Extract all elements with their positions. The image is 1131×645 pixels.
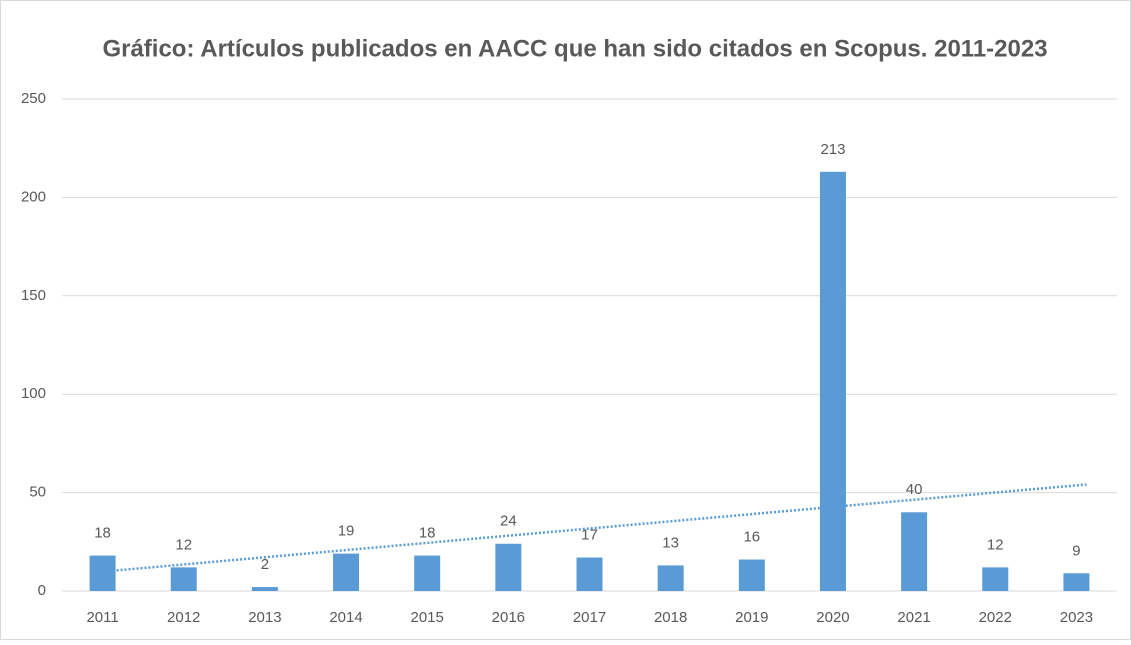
- data-label: 213: [820, 141, 845, 158]
- chart-title: Gráfico: Artículos publicados en AACC qu…: [102, 35, 1047, 62]
- bar: [982, 567, 1009, 591]
- data-label: 2: [261, 556, 269, 573]
- y-tick-label: 100: [21, 385, 46, 402]
- data-label: 12: [987, 536, 1004, 553]
- bar: [170, 567, 197, 591]
- x-tick-label: 2012: [167, 609, 200, 626]
- data-label: 18: [94, 525, 111, 542]
- bar: [89, 555, 116, 591]
- x-tick-label: 2015: [411, 609, 444, 626]
- y-tick-label: 200: [21, 188, 46, 205]
- data-label: 40: [906, 481, 923, 498]
- x-tick-label: 2011: [86, 609, 118, 626]
- bar: [1063, 573, 1090, 591]
- x-tick-label: 2017: [573, 609, 606, 626]
- data-label: 24: [500, 513, 517, 530]
- bar: [738, 559, 765, 591]
- data-label: 18: [419, 525, 436, 542]
- x-tick-label: 2016: [492, 609, 525, 626]
- x-tick-label: 2020: [816, 609, 849, 626]
- bar: [657, 565, 684, 591]
- data-label: 13: [662, 534, 679, 551]
- data-label: 9: [1072, 542, 1080, 559]
- x-tick-label: 2019: [735, 609, 768, 626]
- bar: [819, 171, 846, 592]
- y-tick-label: 250: [21, 90, 46, 107]
- bar: [414, 555, 441, 591]
- x-tick-label: 2021: [897, 609, 930, 626]
- data-label: 16: [743, 528, 760, 545]
- bar: [251, 587, 278, 591]
- bar: [333, 553, 360, 591]
- bar: [495, 543, 522, 591]
- x-tick-label: 2013: [248, 609, 281, 626]
- data-label: 12: [175, 536, 192, 553]
- data-label: 19: [338, 523, 355, 540]
- x-tick-label: 2014: [329, 609, 362, 626]
- data-label: 17: [581, 527, 598, 544]
- y-tick-label: 150: [21, 287, 46, 304]
- x-tick-label: 2018: [654, 609, 687, 626]
- bar: [901, 512, 928, 591]
- bar: [576, 557, 603, 591]
- x-tick-label: 2022: [979, 609, 1012, 626]
- y-tick-label: 50: [29, 484, 46, 501]
- y-tick-label: 0: [38, 582, 46, 599]
- x-tick-label: 2023: [1060, 609, 1093, 626]
